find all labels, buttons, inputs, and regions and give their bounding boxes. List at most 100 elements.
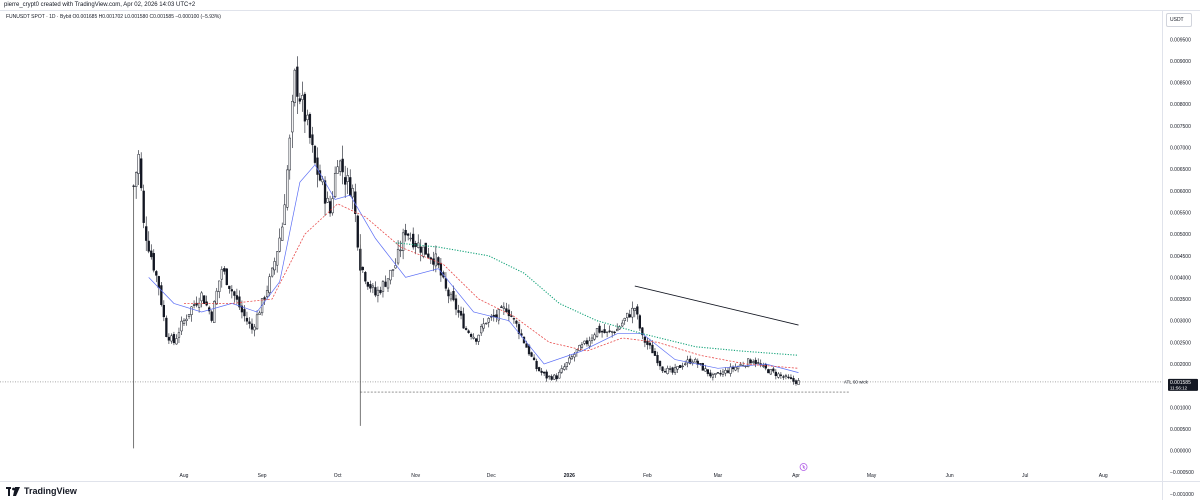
x-tick-label: 2026 <box>564 473 575 479</box>
candle-body <box>147 240 150 252</box>
candle-body <box>202 295 206 304</box>
candle-body <box>480 326 483 334</box>
candle-body <box>145 226 148 241</box>
y-tick-label: 0.005000 <box>1170 232 1191 238</box>
candle-body <box>716 372 720 374</box>
candle-body <box>399 249 402 252</box>
candle-body <box>170 335 173 342</box>
candle-body <box>374 287 377 296</box>
candle-body <box>308 114 312 138</box>
candle-body <box>296 66 299 97</box>
candle-body <box>530 352 533 357</box>
candle-body <box>621 322 624 327</box>
candle-body <box>593 334 596 340</box>
candle-body <box>371 285 375 288</box>
candle-body <box>172 334 176 344</box>
candle-body <box>595 328 599 337</box>
candle-body <box>137 154 140 174</box>
candle-body <box>648 342 652 346</box>
candle-body <box>238 296 241 308</box>
candle-body <box>792 378 795 382</box>
y-tick-label: 0.008500 <box>1170 81 1191 87</box>
candle-body <box>769 369 772 375</box>
candle-body <box>532 357 536 361</box>
x-tick-label: Apr <box>792 473 800 479</box>
candle-body <box>336 166 339 174</box>
candle-body <box>563 366 566 370</box>
candle-body <box>789 377 793 379</box>
candle-body <box>699 363 702 365</box>
candle-body <box>447 289 450 297</box>
candle-body <box>240 305 244 313</box>
x-tick-label: Oct <box>334 473 342 479</box>
x-tick-label: Feb <box>643 473 652 479</box>
candle-body <box>721 371 725 375</box>
candle-body <box>185 318 188 321</box>
candle-body <box>646 340 649 345</box>
candle-body <box>160 285 163 305</box>
candle-body <box>704 368 707 372</box>
candle-body <box>746 358 750 367</box>
brand-name: TradingView <box>24 486 77 496</box>
candle-body <box>651 344 654 354</box>
candle-body <box>711 374 715 378</box>
candle-body <box>520 333 523 336</box>
candle-body <box>613 331 616 334</box>
candle-body <box>333 172 337 197</box>
candle-body <box>409 237 412 240</box>
candle-body <box>187 314 191 317</box>
candle-body <box>218 280 221 292</box>
candle-body <box>714 373 717 375</box>
candle-body <box>482 323 485 329</box>
y-tick-label: 0.004500 <box>1170 254 1191 260</box>
candle-body <box>142 190 145 223</box>
x-tick-label: Dec <box>487 473 496 479</box>
candle-body <box>573 354 576 358</box>
candle-body <box>638 315 642 329</box>
y-tick-label: 0.001000 <box>1170 405 1191 411</box>
y-tick-label: 0.000000 <box>1170 449 1191 455</box>
candle-body <box>739 364 742 366</box>
candle-body <box>391 269 395 271</box>
y-tick-label: −0.000500 <box>1170 470 1194 476</box>
candle-body <box>558 371 561 379</box>
candle-body <box>276 251 279 266</box>
candle-body <box>752 361 755 363</box>
candle-body <box>706 369 710 375</box>
candle-body <box>182 319 186 324</box>
candle-body <box>273 261 276 271</box>
candle-body <box>412 233 415 248</box>
candle-body <box>283 204 286 225</box>
candle-body <box>167 336 171 341</box>
symbol-info: FUNUSDT SPOT · 1D · Bybit O0.001685 H0.0… <box>6 14 221 20</box>
candle-body <box>734 366 737 371</box>
candle-body <box>364 272 367 282</box>
lightning-icon <box>802 464 806 470</box>
candle-body <box>464 328 468 330</box>
y-tick-label: −0.001000 <box>1170 492 1194 498</box>
candle-body <box>356 215 359 248</box>
trendline <box>634 285 799 326</box>
currency-unit-badge[interactable]: USDT <box>1166 13 1192 27</box>
y-tick-label: 0.006000 <box>1170 189 1191 195</box>
candle-body <box>134 172 138 187</box>
candle-body <box>396 248 400 264</box>
candle-body <box>344 177 347 185</box>
candle-body <box>369 284 372 289</box>
candle-body <box>298 98 302 102</box>
candle-body <box>459 310 463 316</box>
candle-body <box>434 253 438 267</box>
candle-body <box>472 336 475 339</box>
candle-body <box>545 371 548 379</box>
candle-body <box>286 169 289 208</box>
candle-body <box>155 271 158 276</box>
candle-body <box>291 101 294 133</box>
candle-body <box>671 367 674 373</box>
candle-body <box>540 370 543 373</box>
candle-body <box>270 267 274 277</box>
footer-brand: TradingView <box>6 486 77 496</box>
candle-body <box>726 370 730 373</box>
candle-body <box>603 329 606 334</box>
candle-body <box>565 362 568 367</box>
